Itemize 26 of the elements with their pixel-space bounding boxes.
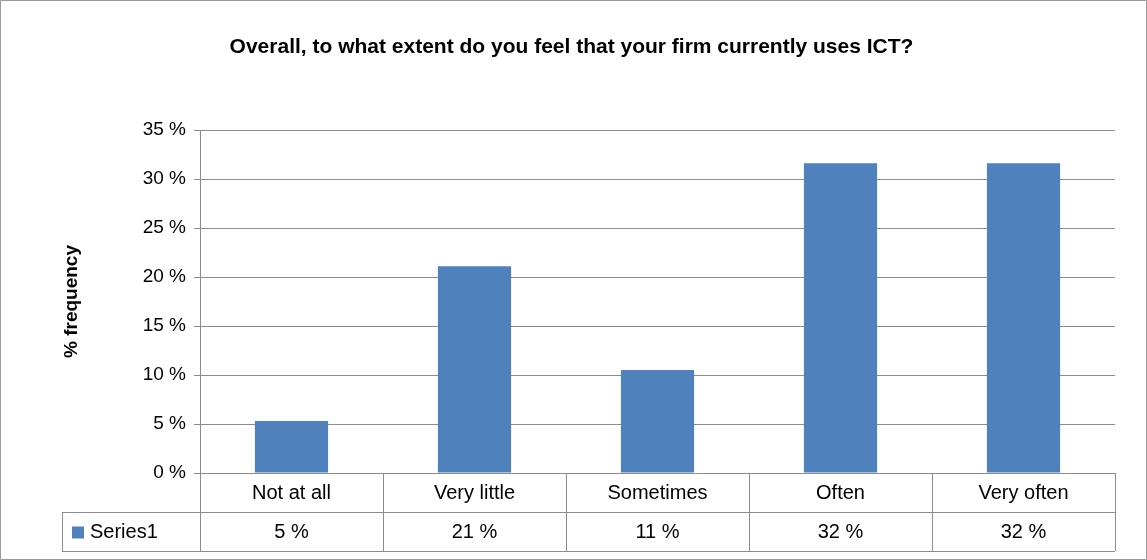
x-tick-label: Very often xyxy=(978,481,1069,504)
chart-title: Overall, to what extent do you feel that your firm currently uses ICT? xyxy=(229,33,914,57)
y-tick-label: 0 % xyxy=(153,461,187,483)
bar xyxy=(437,266,512,473)
bar xyxy=(986,163,1061,473)
legend-label: Series1 xyxy=(90,520,158,543)
bar xyxy=(803,163,878,473)
x-tick-label: Very little xyxy=(433,481,516,504)
y-tick-label: 15 % xyxy=(142,314,187,336)
y-tick-label: 30 % xyxy=(142,167,187,189)
bar xyxy=(254,421,329,473)
bar xyxy=(620,370,695,473)
x-tick-label: Sometimes xyxy=(607,481,708,504)
y-tick-label: 5 % xyxy=(153,412,187,434)
x-tick-label: Often xyxy=(816,481,865,504)
data-label: 32 % xyxy=(1000,520,1047,543)
y-tick-label: 35 % xyxy=(142,118,187,140)
y-tick-label: 25 % xyxy=(142,216,187,238)
x-tick-label: Not at all xyxy=(252,481,331,504)
y-tick-label: 10 % xyxy=(142,363,187,385)
data-label: 21 % xyxy=(451,520,498,543)
data-label: 11 % xyxy=(635,520,680,543)
data-label: 5 % xyxy=(274,520,309,543)
y-tick-label: 20 % xyxy=(142,265,187,287)
y-axis-title: % frequency xyxy=(60,244,82,358)
data-label: 32 % xyxy=(817,520,864,543)
